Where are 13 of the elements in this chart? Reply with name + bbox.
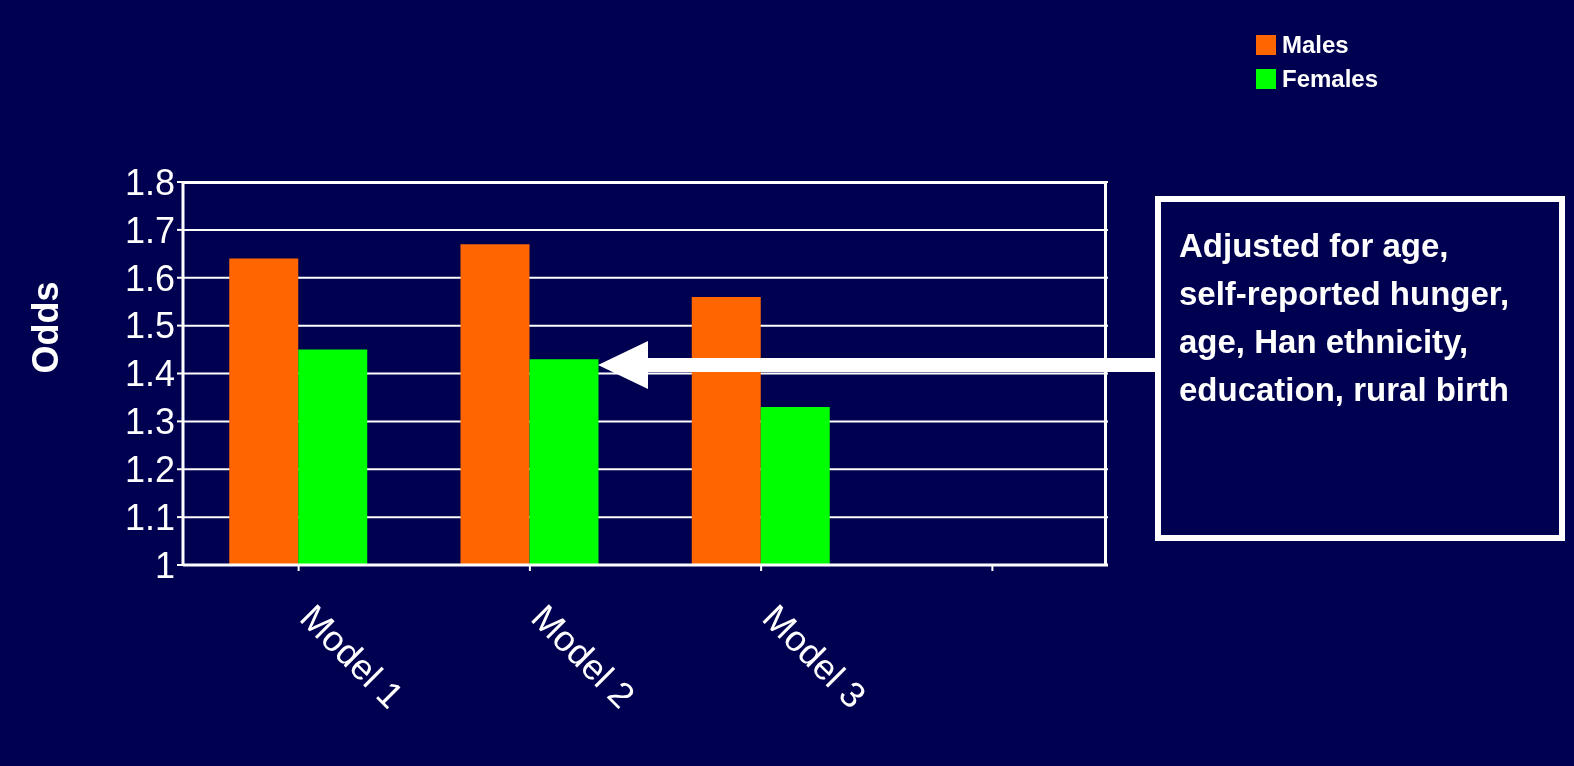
legend-label: Males — [1282, 31, 1349, 59]
y-tick-label: 1 — [154, 544, 175, 586]
text: Adjusted for age, self-reported hunger, age, Han ethnicity, education, rural birth — [1155, 196, 1565, 541]
y-tick-label: 1.3 — [124, 401, 175, 443]
legend-label: Females — [1282, 65, 1379, 93]
y-tick-label: 1.5 — [124, 305, 175, 347]
y-tick-label: 1.2 — [124, 449, 175, 491]
y-axis-title: Odds — [24, 281, 66, 374]
y-tick-label: 1.4 — [124, 353, 175, 395]
y-tick-label: 1.6 — [124, 257, 175, 299]
y-tick-label: 1.8 — [124, 161, 175, 203]
y-tick-label: 1.7 — [124, 209, 175, 251]
y-tick-label: 1.1 — [124, 496, 175, 538]
